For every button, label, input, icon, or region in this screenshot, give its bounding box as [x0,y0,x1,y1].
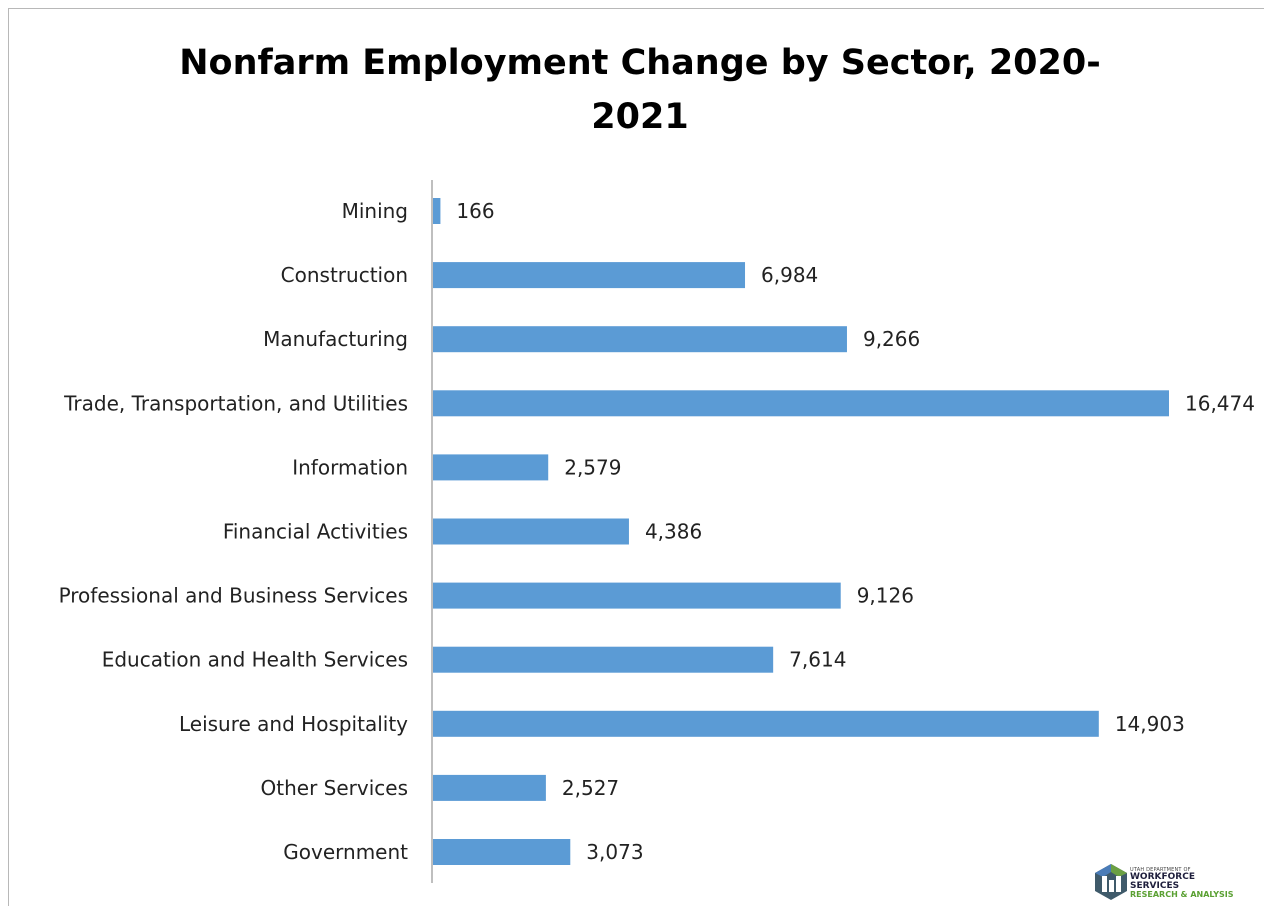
data-label: 9,266 [863,327,920,351]
category-label: Professional and Business Services [59,584,408,608]
workforce-services-logo: UTAH DEPARTMENT OF WORKFORCE SERVICES RE… [1086,860,1256,906]
data-label: 7,614 [789,648,846,672]
data-label: 9,126 [857,584,914,608]
category-label: Trade, Transportation, and Utilities [63,391,408,415]
bar [433,198,441,224]
bar [433,839,571,865]
data-label: 16,474 [1185,391,1255,415]
bar [433,518,629,545]
logo-line-3: SERVICES [1130,881,1180,891]
data-label: 6,984 [761,263,818,287]
data-label: 3,073 [586,840,643,864]
data-label: 14,903 [1115,712,1185,736]
category-label: Government [283,840,408,864]
category-label: Information [292,455,408,479]
chart-title: Nonfarm Employment Change by Sector, 202… [120,36,1160,144]
data-label: 2,527 [562,776,619,800]
category-label: Other Services [261,776,408,800]
data-label: 4,386 [645,520,702,544]
category-label: Mining [342,199,408,223]
category-label: Financial Activities [223,520,408,544]
bar [433,390,1169,417]
bar [433,454,549,481]
data-label: 166 [456,199,494,223]
category-label: Education and Health Services [102,648,408,672]
category-label: Construction [281,263,408,287]
category-label: Manufacturing [263,327,408,351]
bar [433,582,841,609]
chart-title-line-2: 2021 [591,97,689,137]
chart-frame [8,8,1264,906]
logo-line-1: UTAH DEPARTMENT OF [1130,867,1191,873]
workforce-services-logo-icon [1095,864,1127,900]
bar [433,262,746,289]
bar [433,710,1099,737]
bar [433,326,847,353]
bar [433,774,546,801]
bar [433,646,774,673]
category-label: Leisure and Hospitality [179,712,408,736]
chart-title-line-1: Nonfarm Employment Change by Sector, 202… [179,43,1101,83]
data-label: 2,579 [564,455,621,479]
logo-line-2: WORKFORCE [1130,872,1195,882]
logo-line-4: RESEARCH & ANALYSIS [1130,890,1234,899]
